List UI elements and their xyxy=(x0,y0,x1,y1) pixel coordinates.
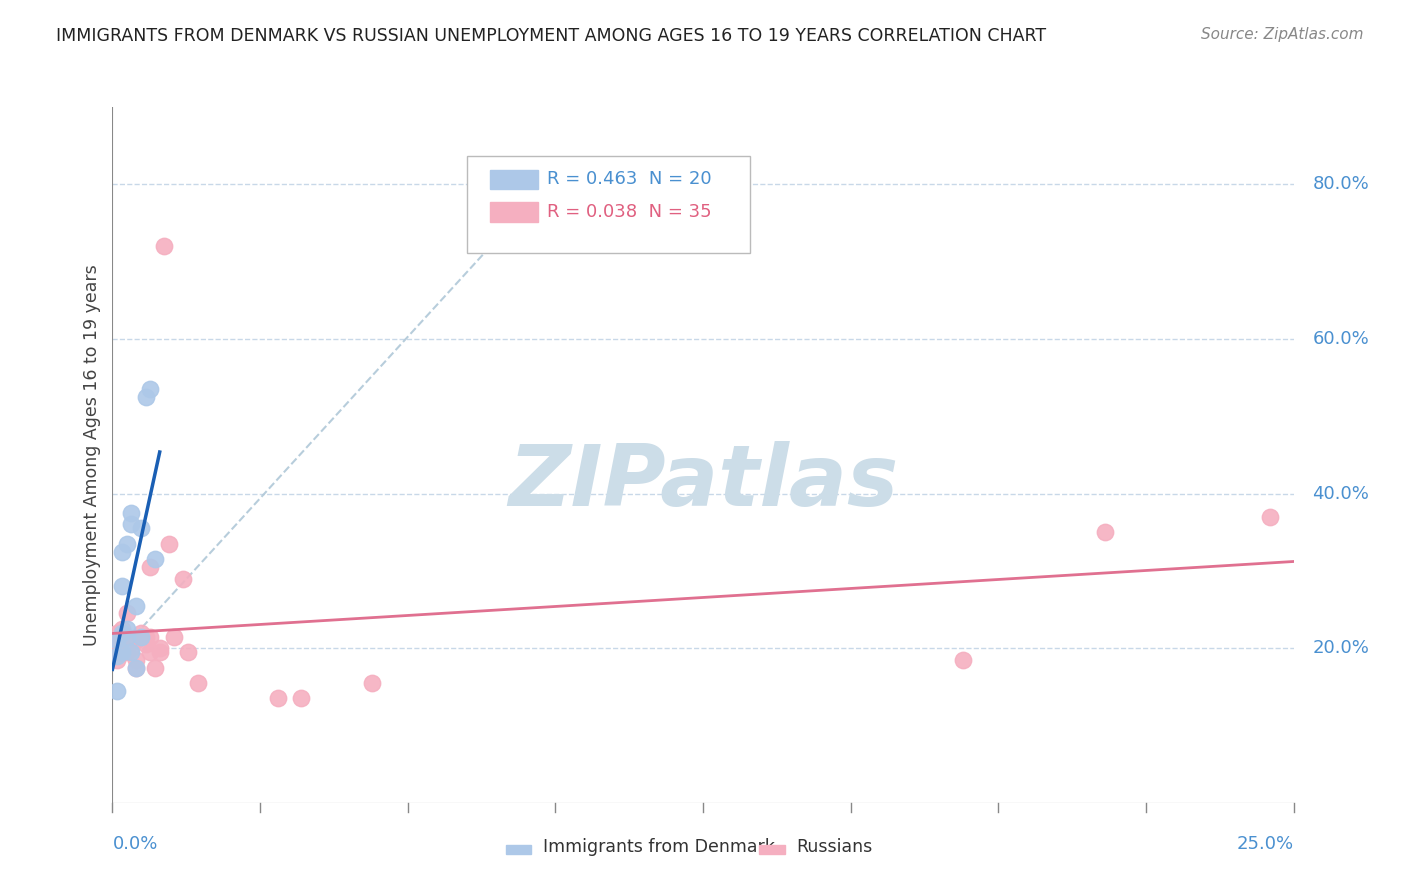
Point xyxy=(149,645,172,659)
Point xyxy=(111,622,134,636)
Point xyxy=(143,660,166,674)
Point xyxy=(129,521,152,535)
Text: 20.0%: 20.0% xyxy=(1312,640,1369,657)
Point xyxy=(120,506,142,520)
Point xyxy=(125,660,148,674)
Point xyxy=(1094,525,1116,540)
Point xyxy=(952,653,974,667)
Point xyxy=(186,676,208,690)
Point xyxy=(105,648,128,663)
Point xyxy=(135,637,157,651)
Point xyxy=(115,607,138,621)
Y-axis label: Unemployment Among Ages 16 to 19 years: Unemployment Among Ages 16 to 19 years xyxy=(83,264,101,646)
Point xyxy=(120,517,142,532)
Point xyxy=(111,544,134,558)
Point xyxy=(139,630,162,644)
Bar xyxy=(491,169,537,189)
Point xyxy=(139,560,162,574)
Point xyxy=(267,691,290,706)
Bar xyxy=(491,202,537,222)
Text: 60.0%: 60.0% xyxy=(1312,330,1369,348)
Point xyxy=(115,622,138,636)
Point xyxy=(129,625,152,640)
Point xyxy=(153,239,176,253)
Text: 40.0%: 40.0% xyxy=(1312,484,1369,502)
Text: Russians: Russians xyxy=(796,838,872,856)
Point xyxy=(115,645,138,659)
Text: Source: ZipAtlas.com: Source: ZipAtlas.com xyxy=(1201,27,1364,42)
Point xyxy=(111,645,134,659)
Point xyxy=(1258,509,1281,524)
Point xyxy=(143,552,166,566)
Point xyxy=(111,579,134,593)
Point xyxy=(125,653,148,667)
Point xyxy=(115,537,138,551)
Point xyxy=(105,633,128,648)
Point xyxy=(139,645,162,659)
Point xyxy=(139,382,162,396)
Point xyxy=(111,633,134,648)
Text: Immigrants from Denmark: Immigrants from Denmark xyxy=(543,838,775,856)
Point xyxy=(120,641,142,656)
Point xyxy=(111,645,134,659)
Point xyxy=(163,630,186,644)
Text: R = 0.038  N = 35: R = 0.038 N = 35 xyxy=(547,203,711,221)
Point xyxy=(105,625,128,640)
FancyBboxPatch shape xyxy=(467,156,751,253)
Text: 0.0%: 0.0% xyxy=(112,835,157,854)
Point xyxy=(125,633,148,648)
Point xyxy=(105,683,128,698)
Point xyxy=(149,641,172,656)
Point xyxy=(172,572,194,586)
Point xyxy=(157,537,180,551)
Point xyxy=(135,390,157,404)
Text: 25.0%: 25.0% xyxy=(1236,835,1294,854)
Point xyxy=(120,633,142,648)
Point xyxy=(135,630,157,644)
Text: R = 0.463  N = 20: R = 0.463 N = 20 xyxy=(547,170,711,188)
Text: ZIPatlas: ZIPatlas xyxy=(508,442,898,524)
Point xyxy=(115,630,138,644)
Text: 80.0%: 80.0% xyxy=(1312,176,1369,194)
Text: IMMIGRANTS FROM DENMARK VS RUSSIAN UNEMPLOYMENT AMONG AGES 16 TO 19 YEARS CORREL: IMMIGRANTS FROM DENMARK VS RUSSIAN UNEMP… xyxy=(56,27,1046,45)
Bar xyxy=(759,845,785,854)
Point xyxy=(125,599,148,613)
Point xyxy=(105,633,128,648)
Bar xyxy=(506,845,531,854)
Point xyxy=(125,660,148,674)
Point xyxy=(129,630,152,644)
Point xyxy=(120,645,142,659)
Point xyxy=(361,676,384,690)
Point xyxy=(105,645,128,659)
Point xyxy=(105,653,128,667)
Point xyxy=(177,645,200,659)
Point xyxy=(290,691,312,706)
Point xyxy=(111,625,134,640)
